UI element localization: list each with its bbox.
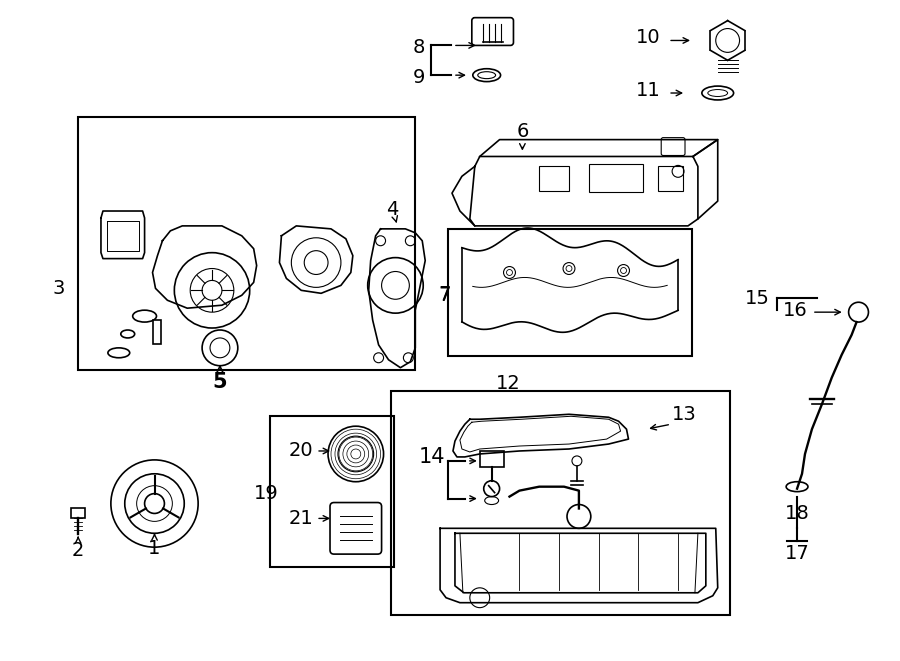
Text: 11: 11 [636, 81, 661, 100]
Bar [71, 508, 86, 518]
Text: 10: 10 [636, 28, 661, 47]
Bar [539, 167, 569, 191]
Bar [152, 320, 161, 344]
Text: 6: 6 [517, 122, 528, 141]
FancyBboxPatch shape [472, 18, 514, 46]
Text: 3: 3 [52, 279, 65, 298]
Text: 21: 21 [289, 509, 313, 528]
Text: 8: 8 [413, 38, 426, 57]
Text: 9: 9 [413, 67, 426, 87]
Text: 12: 12 [496, 374, 521, 393]
Text: 20: 20 [289, 442, 313, 461]
Bar [269, 416, 394, 567]
Text: 17: 17 [785, 543, 809, 563]
Text: 14: 14 [418, 447, 446, 467]
Text: 19: 19 [254, 484, 279, 503]
Text: 1: 1 [148, 539, 161, 558]
Text: 4: 4 [386, 200, 399, 219]
Bar [589, 165, 644, 192]
Bar [448, 229, 692, 356]
Text: 15: 15 [745, 289, 770, 308]
Bar [78, 117, 415, 369]
Text: 7: 7 [439, 286, 451, 305]
Text: 13: 13 [671, 405, 697, 424]
FancyBboxPatch shape [662, 137, 685, 155]
Text: 18: 18 [785, 504, 809, 523]
FancyBboxPatch shape [330, 502, 382, 554]
Text: 5: 5 [212, 371, 228, 391]
Text: 2: 2 [72, 541, 85, 560]
Text: 7: 7 [439, 285, 451, 304]
Bar [658, 167, 683, 191]
Bar [480, 451, 503, 467]
Bar [391, 391, 730, 615]
Text: 16: 16 [783, 301, 807, 320]
